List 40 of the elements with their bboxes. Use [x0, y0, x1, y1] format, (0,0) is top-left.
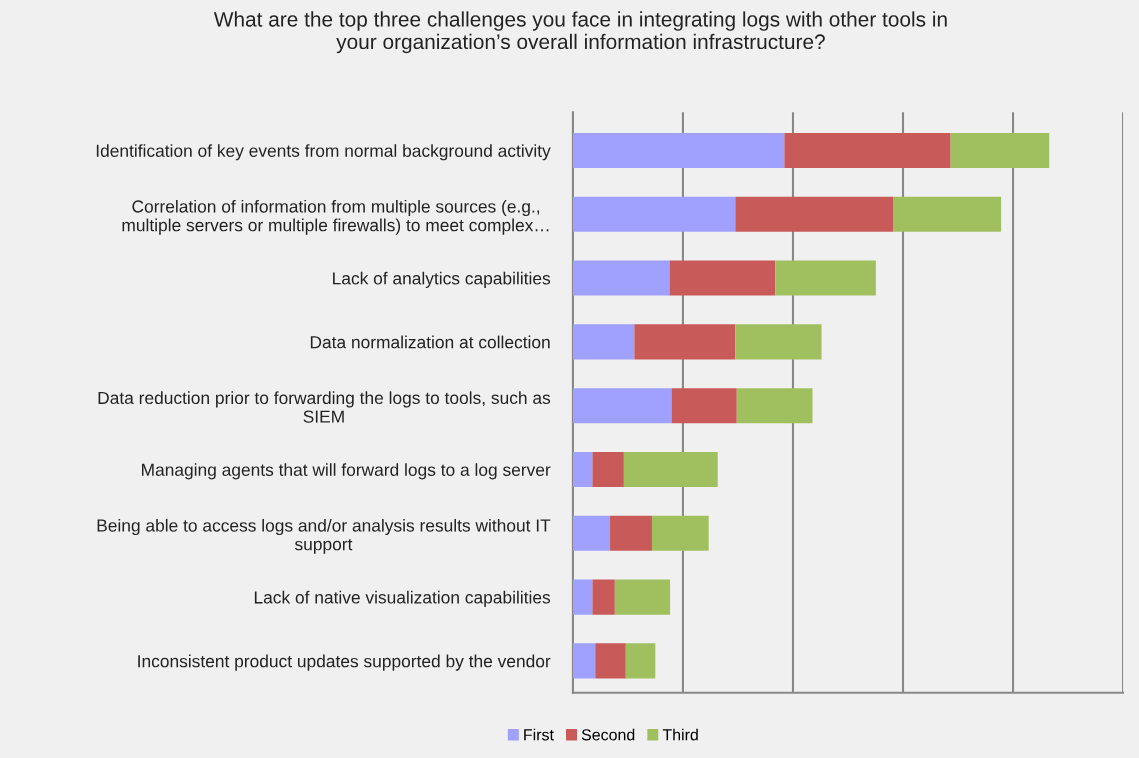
bar — [572, 388, 672, 424]
bar — [572, 579, 593, 615]
bar — [572, 196, 736, 232]
bar — [671, 388, 737, 424]
bar — [610, 515, 652, 551]
bar — [634, 324, 736, 360]
bar — [572, 132, 785, 169]
y-tick-label: Inconsistent product updates supported by the vendor — [138, 654, 551, 671]
bar — [572, 260, 670, 296]
bar — [775, 260, 876, 296]
legend-label: First — [524, 728, 554, 741]
bar — [592, 451, 624, 488]
bar — [950, 132, 1050, 169]
bar — [572, 324, 635, 360]
legend-label: Third — [662, 728, 698, 741]
bar — [651, 515, 709, 551]
bar — [625, 643, 656, 679]
bar — [614, 579, 671, 615]
bar — [623, 451, 718, 488]
bar — [735, 196, 893, 232]
y-tick-label: Being able to access logs and/or analysis results without IT support — [97, 518, 551, 554]
bar — [572, 515, 611, 551]
bar — [893, 196, 1002, 232]
bar — [572, 451, 593, 488]
y-tick-label: Data normalization at collection — [310, 335, 550, 349]
y-tick-label: Data reduction prior to forwarding the logs to tools, such as SIEM — [98, 391, 551, 423]
y-tick-label: Identification of key events from normal background activity — [96, 144, 551, 161]
bar — [735, 324, 822, 360]
bar — [669, 260, 776, 296]
legend-label: Second — [581, 728, 635, 741]
y-tick-label: Correlation of information from multiple sources (e.g., multiple servers or multiple firewalls) to meet complex… — [122, 199, 549, 235]
chart-title: What are the top three challenges you face in integrating logs with other tools in your organization’s overall information infrastructure? — [213, 11, 947, 54]
bar — [595, 643, 626, 679]
bar — [592, 579, 615, 615]
y-tick-label: Lack of native visualization capabilities — [254, 590, 551, 607]
bar — [736, 388, 813, 424]
y-tick-label: Lack of analytics capabilities — [333, 271, 551, 288]
bar — [572, 643, 596, 679]
bar — [784, 132, 951, 169]
y-tick-label: Managing agents that will forward logs to a log server — [142, 463, 551, 480]
